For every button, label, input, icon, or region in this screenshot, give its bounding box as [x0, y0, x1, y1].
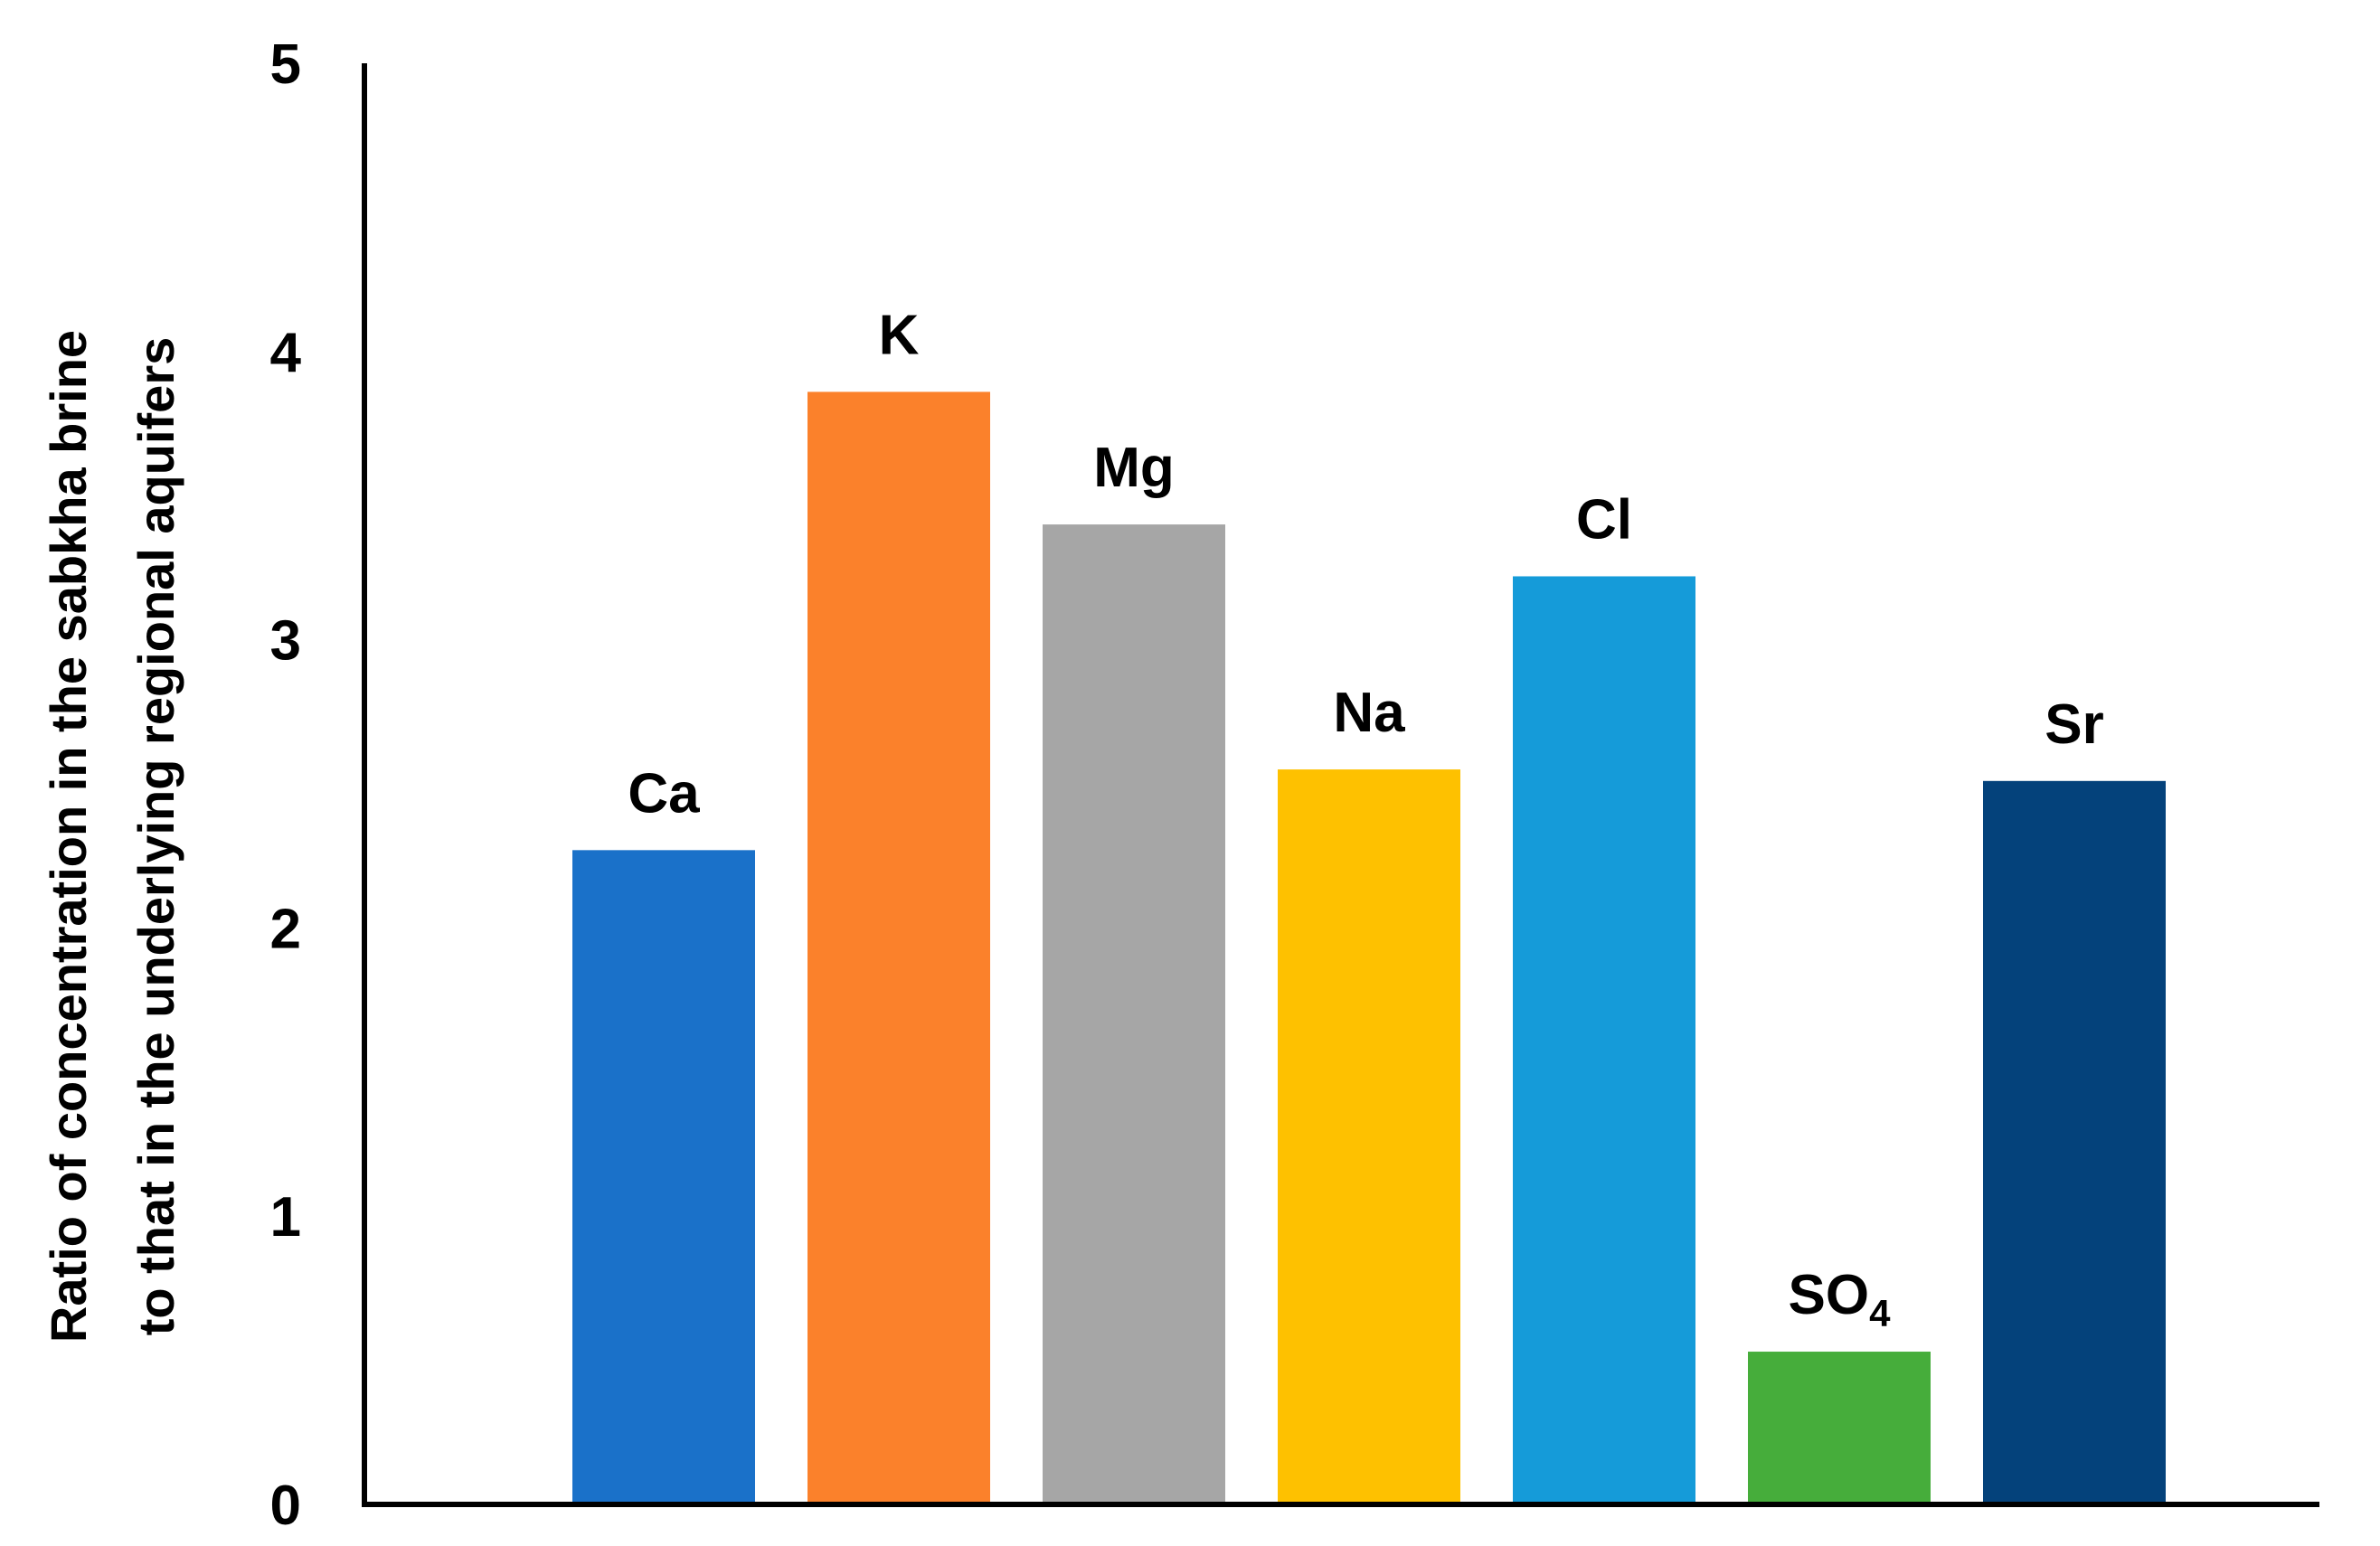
y-tick-label: 3 — [270, 610, 301, 673]
y-tick-label: 0 — [270, 1475, 301, 1537]
bar-label-so4: SO4 — [1789, 1264, 1892, 1334]
bar-label-k: K — [879, 304, 920, 366]
bars — [572, 391, 2166, 1504]
bar-label-cl: Cl — [1576, 488, 1632, 551]
bar-label-na: Na — [1333, 682, 1405, 744]
bar-k — [808, 391, 990, 1504]
y-axis-title-line-1: Ratio of concentration in the sabkha bri… — [40, 330, 97, 1343]
bar-cl — [1513, 576, 1695, 1504]
bar-na — [1278, 769, 1460, 1504]
bar-labels: Ca K Mg Na Cl SO4 Sr — [628, 304, 2103, 1334]
y-tick-label: 4 — [270, 322, 302, 384]
bar-label-sr: Sr — [2045, 693, 2103, 756]
y-tick-label: 2 — [270, 898, 301, 960]
bar-ca — [572, 850, 755, 1504]
y-tick-label: 1 — [270, 1186, 301, 1249]
y-tick-label: 5 — [270, 33, 301, 96]
y-axis-title: Ratio of concentration in the sabkha bri… — [40, 330, 184, 1343]
bar-mg — [1043, 524, 1225, 1504]
bar-sr — [1983, 780, 2166, 1504]
y-axis-ticks: 0 1 2 3 4 5 — [270, 33, 302, 1537]
bar-label-ca: Ca — [628, 762, 700, 825]
y-axis-title-line-2: to that in the underlying regional aquif… — [128, 337, 184, 1336]
bar-so4 — [1748, 1352, 1931, 1504]
bar-label-mg: Mg — [1093, 437, 1175, 499]
